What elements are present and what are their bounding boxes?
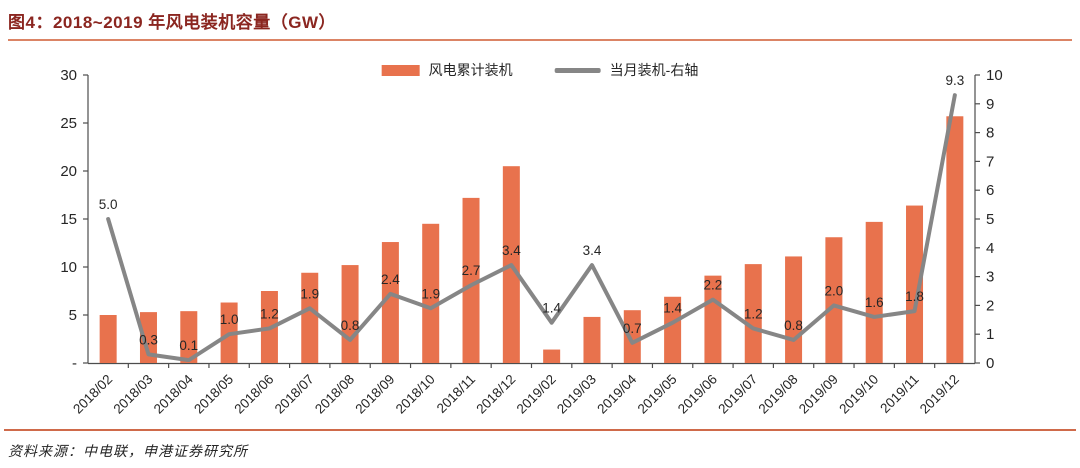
right-axis-tick-label: 4	[986, 240, 994, 257]
x-axis-label: 2018/06	[231, 372, 276, 417]
monthly-line	[106, 93, 957, 363]
right-axis-tick-label: 10	[986, 67, 1003, 84]
right-axis-tick-label: 5	[986, 211, 994, 228]
left-axis-tick-label: 20	[60, 163, 77, 180]
data-label-2018/08: 0.8	[341, 318, 360, 333]
bar-2018/04	[180, 311, 198, 363]
line-swatch-icon	[554, 67, 601, 73]
data-label-2019/07: 1.2	[744, 306, 763, 321]
x-axis-label: 2019/12	[917, 372, 962, 417]
data-label-2018/06: 1.2	[260, 306, 279, 321]
x-axis-label: 2018/08	[312, 372, 357, 417]
x-axis-label: 2019/11	[877, 372, 921, 416]
left-axis-tick-label: 10	[60, 259, 77, 276]
bar-2019/10	[865, 221, 883, 363]
left-axis-tick-label: 30	[60, 67, 77, 84]
x-axis-label: 2019/06	[675, 372, 720, 417]
data-label-2019/09: 2.0	[824, 283, 843, 298]
bar-2019/09	[825, 237, 843, 363]
x-axis-label: 2019/03	[554, 372, 599, 417]
bar-2018/07	[301, 272, 319, 363]
figure-title: 图4：2018~2019 年风电装机容量（GW）	[8, 13, 337, 32]
data-label-2019/11: 1.8	[905, 289, 924, 304]
x-axis-label: 2019/04	[594, 371, 639, 416]
bar-2018/03	[139, 312, 157, 363]
data-label-2019/12: 9.3	[945, 73, 964, 88]
x-axis-label: 2018/12	[473, 372, 518, 417]
x-axis-label: 2018/03	[110, 372, 155, 417]
data-label-2019/02: 1.4	[542, 301, 561, 316]
chart-legend: 风电累计装机 当月装机-右轴	[381, 60, 699, 80]
data-label-2018/03: 0.3	[139, 332, 158, 347]
bar-2019/12	[946, 116, 964, 363]
bar-2019/11	[906, 205, 924, 363]
data-label-2018/07: 1.9	[300, 286, 319, 301]
data-label-2019/05: 1.4	[663, 301, 682, 316]
data-label-2018/02: 5.0	[99, 197, 118, 212]
data-label-2019/08: 0.8	[784, 318, 803, 333]
bar-2018/02	[99, 315, 117, 363]
bar-2019/07	[744, 264, 762, 363]
title-divider	[8, 39, 1072, 41]
data-label-2018/12: 3.4	[502, 243, 521, 258]
legend-label-monthly: 当月装机-右轴	[609, 62, 699, 78]
data-label-2018/10: 1.9	[421, 286, 440, 301]
right-axis-tick-label: 7	[986, 153, 994, 170]
data-label-2019/04: 0.7	[623, 321, 642, 336]
data-label-2018/11: 2.7	[462, 263, 481, 278]
x-axis-label: 2019/07	[715, 372, 760, 417]
bar-2019/04	[623, 310, 641, 363]
x-axis-label: 2019/10	[836, 372, 881, 417]
bar-2018/11	[462, 197, 480, 363]
right-axis-tick-label: 3	[986, 269, 994, 286]
legend-label-cumulative: 风电累计装机	[428, 62, 513, 78]
x-axis-label: 2018/02	[70, 372, 115, 417]
x-axis-label: 2018/10	[393, 372, 438, 417]
x-axis-label: 2018/09	[352, 372, 397, 417]
left-axis-tick-label: -	[72, 355, 77, 372]
bar-2019/03	[583, 316, 601, 363]
left-axis-tick-label: 25	[60, 115, 77, 132]
bar-2018/09	[381, 242, 399, 363]
bar-2019/05	[664, 296, 682, 363]
data-label-2019/03: 3.4	[583, 243, 602, 258]
data-label-2018/05: 1.0	[220, 312, 239, 327]
bar-2018/10	[422, 223, 440, 363]
right-axis-tick-label: 8	[986, 125, 994, 142]
x-axis-label: 2018/11	[434, 372, 478, 416]
data-label-2018/09: 2.4	[381, 272, 400, 287]
bar-swatch-icon	[381, 64, 420, 76]
footer-divider	[4, 429, 1076, 431]
right-axis-tick-label: 9	[986, 96, 994, 113]
legend-item-cumulative: 风电累计装机	[381, 60, 513, 80]
left-axis-tick-label: 15	[60, 211, 77, 228]
right-axis-tick-label: 1	[986, 326, 994, 343]
data-label-2019/06: 2.2	[704, 278, 723, 293]
bar-2019/06	[704, 275, 722, 363]
data-label-2019/10: 1.6	[865, 295, 884, 310]
bar-2019/08	[785, 256, 803, 363]
x-axis-label: 2019/02	[514, 372, 559, 417]
bar-2018/08	[341, 265, 359, 363]
x-axis-label: 2019/08	[756, 372, 801, 417]
data-label-2018/04: 0.1	[179, 338, 198, 353]
right-axis-tick-label: 0	[986, 355, 994, 372]
x-axis-label: 2019/09	[796, 372, 841, 417]
bar-2019/02	[543, 349, 561, 363]
x-axis-label: 2018/04	[151, 371, 196, 416]
right-axis-tick-label: 2	[986, 297, 994, 314]
x-axis-label: 2018/05	[191, 372, 236, 417]
x-axis-label: 2019/05	[635, 372, 680, 417]
legend-item-monthly: 当月装机-右轴	[554, 60, 699, 80]
x-axis-label: 2018/07	[272, 372, 317, 417]
right-axis-tick-label: 6	[986, 182, 994, 199]
left-axis-tick-label: 5	[69, 307, 77, 324]
source-note: 资料来源：中电联，申港证券研究所	[8, 445, 248, 460]
